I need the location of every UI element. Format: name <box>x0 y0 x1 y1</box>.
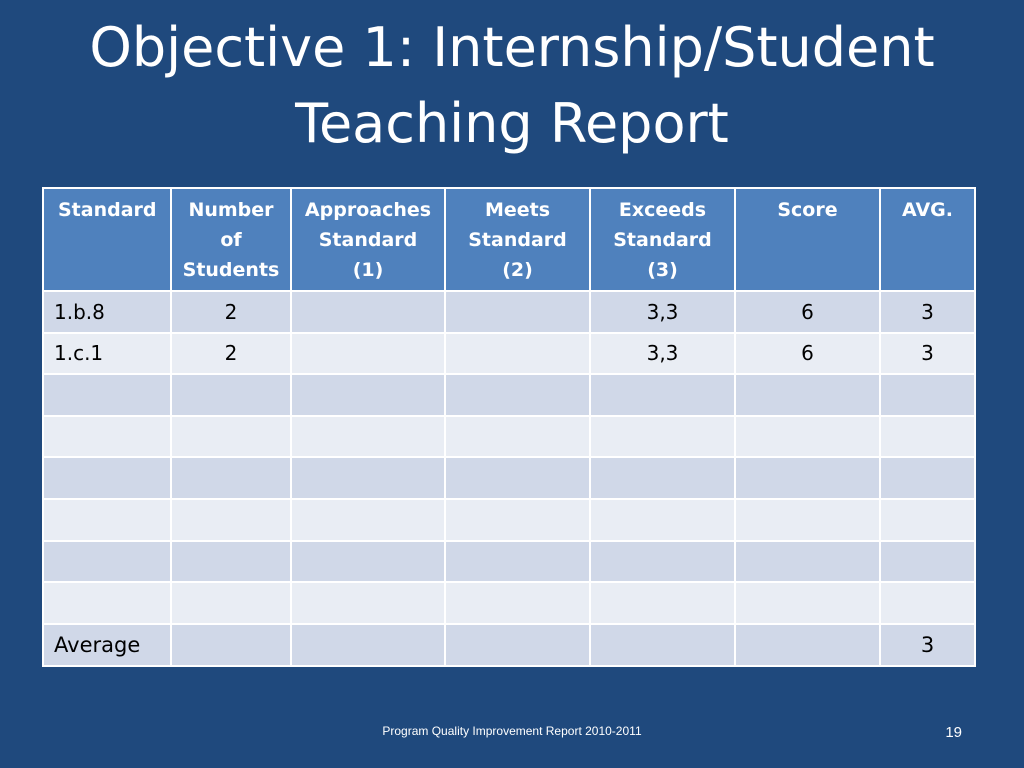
table-row <box>42 414 976 459</box>
table-cell: 3 <box>879 331 976 376</box>
table-cell <box>734 414 881 459</box>
table-cell <box>42 373 172 417</box>
table-cell <box>290 331 446 376</box>
table-cell: 1.c.1 <box>42 331 172 376</box>
table-row <box>42 497 976 542</box>
table-cell <box>734 497 881 542</box>
table-row: 1.b.8 2 3,3 6 3 <box>42 290 976 334</box>
header-approaches-standard: Approaches Standard (1) <box>290 187 446 292</box>
table-cell: 2 <box>170 290 292 334</box>
header-standard: Standard <box>42 187 172 292</box>
table-cell <box>589 622 736 667</box>
table-row <box>42 539 976 584</box>
table-cell <box>42 456 172 500</box>
table-cell <box>170 373 292 417</box>
table-row <box>42 373 976 417</box>
table-cell <box>879 373 976 417</box>
table-cell: 1.b.8 <box>42 290 172 334</box>
table-cell <box>444 622 591 667</box>
table-cell <box>444 581 591 625</box>
table-cell <box>290 581 446 625</box>
table-cell <box>879 414 976 459</box>
table-row <box>42 581 976 625</box>
table-cell <box>589 581 736 625</box>
table-cell <box>444 414 591 459</box>
table-cell <box>444 539 591 584</box>
table-cell <box>170 581 292 625</box>
table-cell <box>290 373 446 417</box>
table-row <box>42 456 976 500</box>
table-cell: 3,3 <box>589 290 736 334</box>
table-cell <box>170 456 292 500</box>
table-cell <box>290 539 446 584</box>
table-cell <box>734 622 881 667</box>
footer-text: Program Quality Improvement Report 2010-… <box>382 724 642 738</box>
table-row: 1.c.1 2 3,3 6 3 <box>42 331 976 376</box>
table-cell: 3,3 <box>589 331 736 376</box>
table-cell: 6 <box>734 290 881 334</box>
table-cell <box>879 497 976 542</box>
report-table: Standard Number of Students Approaches S… <box>42 187 976 667</box>
table-cell: Average <box>42 622 172 667</box>
table-cell <box>42 539 172 584</box>
table-cell <box>42 497 172 542</box>
table-cell <box>290 290 446 334</box>
table-cell: 2 <box>170 331 292 376</box>
header-row: Standard Number of Students Approaches S… <box>42 187 976 292</box>
table-cell <box>444 456 591 500</box>
table-cell <box>444 497 591 542</box>
table-cell <box>170 539 292 584</box>
table-cell <box>879 456 976 500</box>
table-cell <box>290 497 446 542</box>
header-score: Score <box>734 187 881 292</box>
table-cell: 6 <box>734 331 881 376</box>
table-cell <box>879 581 976 625</box>
header-avg: AVG. <box>879 187 976 292</box>
table-cell <box>170 497 292 542</box>
table-cell <box>589 497 736 542</box>
table-cell <box>589 373 736 417</box>
table-cell <box>290 414 446 459</box>
slide-title: Objective 1: Internship/Student Teaching… <box>0 10 1024 162</box>
table-cell <box>444 290 591 334</box>
table-cell <box>444 373 591 417</box>
table-cell <box>444 331 591 376</box>
average-row: Average 3 <box>42 622 976 667</box>
table-cell <box>290 456 446 500</box>
slide-title-line-1: Objective 1: Internship/Student <box>89 16 935 79</box>
table-cell <box>589 539 736 584</box>
header-exceeds-standard: Exceeds Standard (3) <box>589 187 736 292</box>
table-cell <box>589 456 736 500</box>
page-number: 19 <box>945 724 962 741</box>
table-cell <box>589 414 736 459</box>
table-cell <box>170 414 292 459</box>
table-cell <box>734 456 881 500</box>
table-cell <box>42 581 172 625</box>
table-cell: 3 <box>879 290 976 334</box>
table-cell <box>734 539 881 584</box>
slide-title-line-2: Teaching Report <box>295 92 729 155</box>
table-cell <box>734 581 881 625</box>
table-cell <box>42 414 172 459</box>
table-cell: 3 <box>879 622 976 667</box>
table-cell <box>290 622 446 667</box>
table-cell <box>170 622 292 667</box>
header-number-of-students: Number of Students <box>170 187 292 292</box>
table-cell <box>734 373 881 417</box>
table-cell <box>879 539 976 584</box>
header-meets-standard: Meets Standard (2) <box>444 187 591 292</box>
